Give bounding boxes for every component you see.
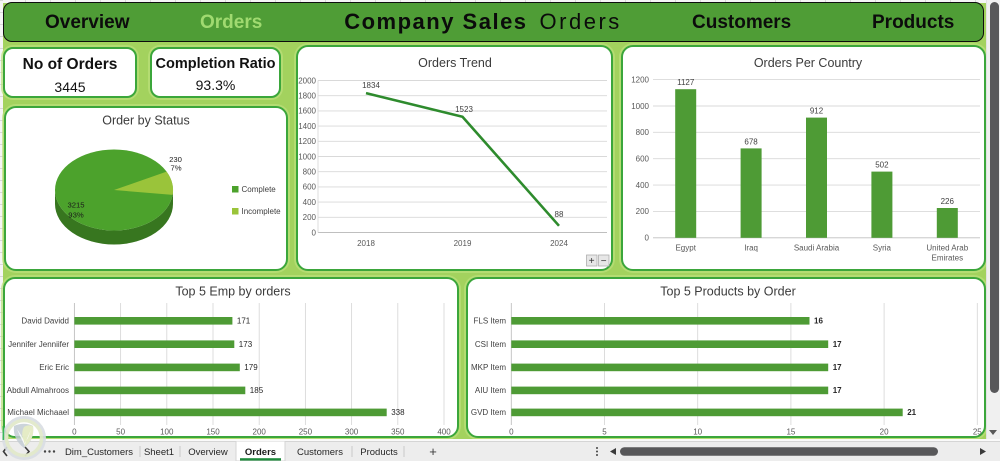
svg-text:1600: 1600 [298,107,316,116]
svg-text:2024: 2024 [550,239,568,248]
svg-text:0: 0 [72,428,77,437]
svg-text:+: + [589,256,595,267]
svg-text:300: 300 [345,428,359,437]
svg-text:185: 185 [250,386,264,395]
svg-text:Egypt: Egypt [675,244,696,253]
svg-text:16: 16 [814,317,823,326]
svg-text:Sheet1: Sheet1 [144,447,174,458]
svg-text:25: 25 [973,428,982,437]
svg-text:David Davidd: David Davidd [21,317,69,326]
svg-text:17: 17 [833,386,842,395]
svg-text:3215: 3215 [67,201,84,210]
svg-text:21: 21 [907,408,916,417]
svg-text:1834: 1834 [362,81,380,90]
svg-text:United Arab: United Arab [926,244,968,253]
svg-text:1400: 1400 [298,122,316,131]
svg-text:230: 230 [169,155,182,164]
svg-text:10: 10 [693,428,702,437]
svg-text:200: 200 [253,428,267,437]
svg-text:2018: 2018 [357,239,375,248]
svg-text:400: 400 [437,428,451,437]
svg-text:800: 800 [303,168,317,177]
svg-text:Products: Products [360,447,398,458]
svg-text:Orders Per Country: Orders Per Country [754,56,863,70]
svg-text:250: 250 [299,428,313,437]
svg-text:179: 179 [244,363,258,372]
svg-text:Orders: Orders [245,447,276,458]
svg-text:Syria: Syria [873,244,892,253]
svg-text:350: 350 [391,428,405,437]
svg-text:20: 20 [880,428,889,437]
svg-text:7%: 7% [170,164,181,173]
svg-text:GVD Item: GVD Item [471,408,506,417]
svg-text:88: 88 [555,210,564,219]
svg-text:678: 678 [744,137,758,146]
svg-text:Overview: Overview [188,447,228,458]
svg-text:1200: 1200 [298,137,316,146]
svg-text:5: 5 [602,428,607,437]
svg-text:2000: 2000 [298,76,316,85]
svg-text:17: 17 [833,363,842,372]
svg-text:0: 0 [509,428,514,437]
svg-text:Order by Status: Order by Status [102,114,190,128]
svg-text:200: 200 [636,207,650,216]
svg-text:0: 0 [312,228,317,237]
svg-text:−: − [601,256,607,267]
svg-text:600: 600 [303,183,317,192]
svg-text:226: 226 [941,197,955,206]
svg-text:Complete: Complete [242,185,277,194]
svg-text:Emirates: Emirates [932,254,964,263]
svg-text:Dim_Customers: Dim_Customers [65,447,133,458]
svg-text:2019: 2019 [454,239,472,248]
svg-text:400: 400 [303,198,317,207]
svg-text:AIU Item: AIU Item [475,386,506,395]
svg-text:Top 5 Products by Order: Top 5 Products by Order [660,285,795,299]
svg-text:MKP Item: MKP Item [471,363,506,372]
svg-text:200: 200 [303,213,317,222]
svg-text:800: 800 [636,128,650,137]
svg-text:173: 173 [239,340,253,349]
svg-text:+: + [429,444,437,459]
svg-text:600: 600 [636,155,650,164]
svg-text:1127: 1127 [677,78,695,87]
svg-text:1523: 1523 [455,105,473,114]
svg-text:Saudi Arabia: Saudi Arabia [794,244,840,253]
svg-text:CSI Item: CSI Item [475,340,506,349]
svg-text:FLS Item: FLS Item [474,317,507,326]
svg-text:150: 150 [206,428,220,437]
svg-text:0: 0 [645,234,650,243]
svg-text:93%: 93% [68,211,84,220]
svg-text:912: 912 [810,107,824,116]
svg-text:1000: 1000 [631,102,649,111]
svg-text:400: 400 [636,181,650,190]
svg-text:171: 171 [237,317,251,326]
svg-text:Orders Trend: Orders Trend [418,56,492,70]
svg-text:Iraq: Iraq [744,244,758,253]
svg-text:Michael Michaael: Michael Michaael [7,408,69,417]
svg-text:1000: 1000 [298,152,316,161]
svg-text:100: 100 [160,428,174,437]
svg-text:Eric Eric: Eric Eric [39,363,69,372]
svg-text:1800: 1800 [298,92,316,101]
svg-text:502: 502 [875,161,889,170]
svg-text:Jennifer Jenniifer: Jennifer Jenniifer [8,340,69,349]
svg-text:50: 50 [116,428,125,437]
svg-text:Customers: Customers [297,447,343,458]
svg-text:1200: 1200 [631,75,649,84]
svg-text:338: 338 [391,408,405,417]
svg-text:17: 17 [833,340,842,349]
svg-text:Top 5 Emp by orders: Top 5 Emp by orders [175,285,290,299]
svg-text:15: 15 [786,428,795,437]
svg-text:Incomplete: Incomplete [242,207,282,216]
svg-text:Abdull Almahroos: Abdull Almahroos [7,386,69,395]
